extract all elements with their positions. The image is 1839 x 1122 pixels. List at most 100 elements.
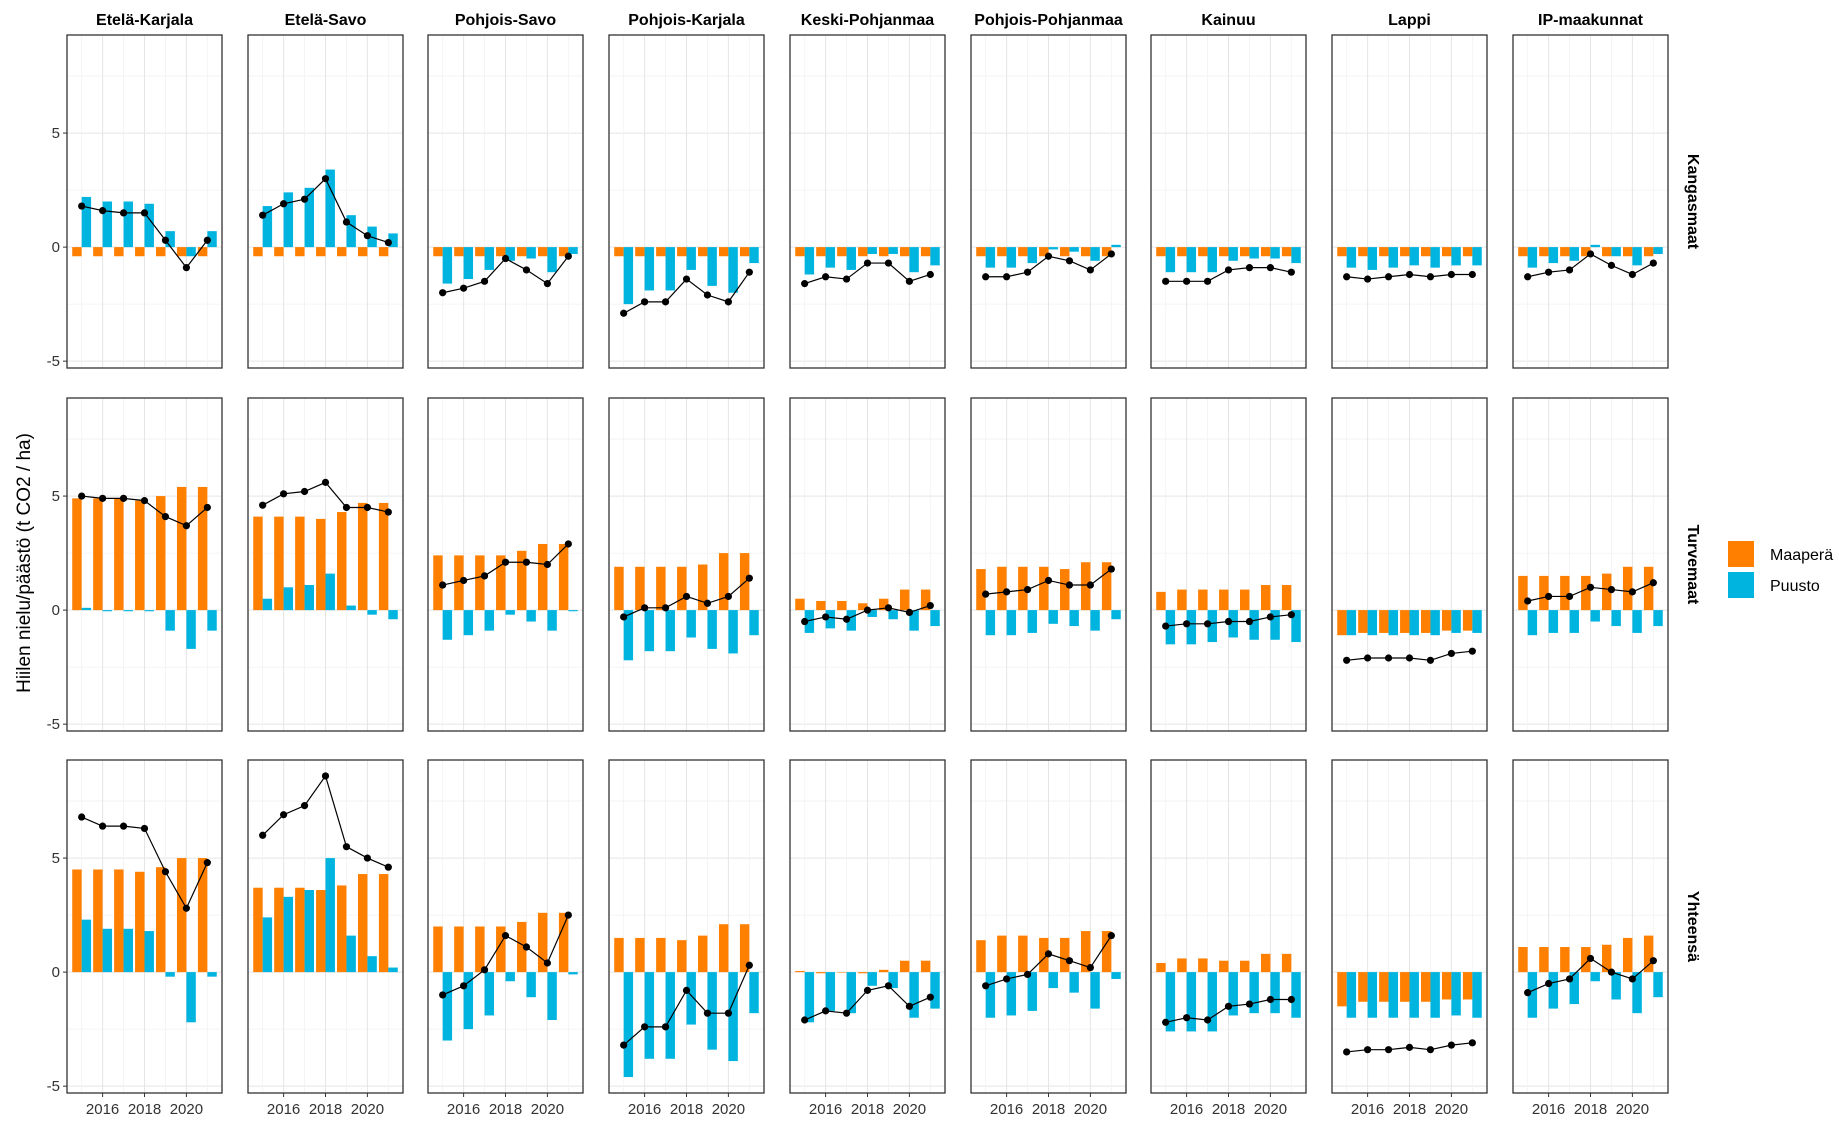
- bar-puusto: [1228, 972, 1238, 1016]
- bar-maapera: [1539, 575, 1549, 611]
- bar-maapera: [253, 247, 263, 257]
- total-point: [1545, 979, 1553, 988]
- bar-maapera: [795, 970, 805, 973]
- total-point: [1524, 273, 1532, 281]
- total-point: [384, 238, 392, 247]
- bar-puusto: [1069, 972, 1079, 993]
- total-point: [259, 211, 267, 219]
- bar-puusto: [1291, 610, 1301, 643]
- bar-puusto: [985, 610, 996, 636]
- bar-maapera: [1156, 591, 1166, 611]
- bar-maapera: [718, 553, 729, 611]
- bar-puusto: [304, 890, 314, 973]
- bar-maapera: [1643, 566, 1654, 611]
- bar-maapera: [114, 869, 124, 973]
- bar-puusto: [867, 972, 877, 986]
- bar-puusto: [81, 196, 92, 248]
- bar-puusto: [568, 610, 578, 612]
- bar-puusto: [346, 605, 356, 611]
- bar-puusto: [1165, 247, 1176, 273]
- bar-puusto: [123, 201, 133, 248]
- bar-maapera: [316, 518, 326, 611]
- bar-maapera: [976, 569, 986, 611]
- bar-maapera: [899, 247, 910, 257]
- total-point: [1287, 268, 1295, 276]
- total-point: [1607, 261, 1616, 269]
- bar-puusto: [1291, 972, 1301, 1018]
- total-point: [1224, 266, 1233, 274]
- bar-maapera: [72, 247, 82, 257]
- bar-maapera: [475, 247, 485, 257]
- bar-puusto: [367, 610, 377, 615]
- total-point: [203, 859, 211, 867]
- bar-maapera: [795, 247, 805, 257]
- bar-puusto: [102, 201, 113, 248]
- bar-puusto: [463, 247, 474, 280]
- bar-puusto: [1527, 610, 1538, 636]
- bar-maapera: [1337, 247, 1347, 257]
- bar-puusto: [123, 928, 133, 973]
- bar-maapera: [1039, 937, 1049, 973]
- bar-maapera: [614, 247, 624, 257]
- bar-puusto: [1027, 972, 1037, 1011]
- bar-puusto: [888, 972, 898, 989]
- bar-maapera: [1400, 972, 1410, 1002]
- panel-pohjois-pohjanmaa-turvemaat: [970, 397, 1127, 732]
- total-point: [480, 572, 489, 580]
- x-tick-label: 2018: [1032, 1101, 1065, 1118]
- bar-puusto: [1186, 247, 1197, 273]
- total-point: [863, 986, 872, 994]
- bar-puusto: [1249, 972, 1259, 1014]
- bar-maapera: [816, 972, 826, 974]
- bar-puusto: [728, 247, 738, 293]
- bar-puusto: [144, 203, 154, 248]
- total-point: [1107, 932, 1115, 940]
- total-point: [182, 904, 190, 912]
- x-tick-label: 2018: [670, 1101, 703, 1118]
- bar-puusto: [1186, 610, 1197, 645]
- bar-maapera: [1080, 562, 1091, 611]
- bar-maapera: [920, 247, 931, 257]
- bar-puusto: [1611, 247, 1621, 257]
- bar-puusto: [526, 247, 536, 259]
- bar-puusto: [346, 215, 356, 248]
- total-point: [1405, 1043, 1414, 1051]
- bar-puusto: [644, 247, 655, 291]
- panel-kainuu-turvemaat: [1150, 397, 1307, 732]
- bar-maapera: [1219, 589, 1229, 611]
- bar-maapera: [1441, 610, 1452, 631]
- total-point: [1266, 613, 1274, 621]
- total-point: [501, 558, 510, 566]
- bar-maapera: [156, 247, 166, 257]
- bar-puusto: [1548, 972, 1559, 1009]
- total-point: [543, 280, 551, 288]
- bar-maapera: [656, 247, 666, 257]
- total-point: [703, 599, 712, 607]
- bar-puusto: [568, 972, 578, 975]
- bar-maapera: [135, 247, 145, 257]
- bar-maapera: [1281, 585, 1292, 611]
- bar-puusto: [325, 573, 335, 611]
- bar-puusto: [1472, 247, 1482, 266]
- bar-maapera: [72, 869, 82, 973]
- total-point: [300, 487, 309, 496]
- bar-puusto: [81, 919, 92, 973]
- bar-puusto: [707, 972, 717, 1050]
- panel-border: [1331, 34, 1488, 369]
- total-point: [1023, 268, 1032, 276]
- total-point: [1287, 995, 1295, 1004]
- bar-puusto: [165, 610, 175, 631]
- panel-ip-maakunnat-turvemaat: [1512, 397, 1669, 732]
- bar-puusto: [526, 610, 536, 622]
- bar-maapera: [677, 566, 687, 611]
- bar-maapera: [614, 937, 624, 973]
- bar-puusto: [388, 967, 398, 973]
- bar-puusto: [909, 247, 919, 273]
- total-point: [501, 254, 510, 263]
- bar-maapera: [718, 247, 729, 257]
- bar-puusto: [1006, 610, 1017, 636]
- panel-kainuu-yhteensa: 2016 2018 2020: [1150, 759, 1307, 1118]
- bar-maapera: [1358, 247, 1368, 257]
- bar-puusto: [283, 896, 294, 973]
- bar-puusto: [867, 610, 877, 617]
